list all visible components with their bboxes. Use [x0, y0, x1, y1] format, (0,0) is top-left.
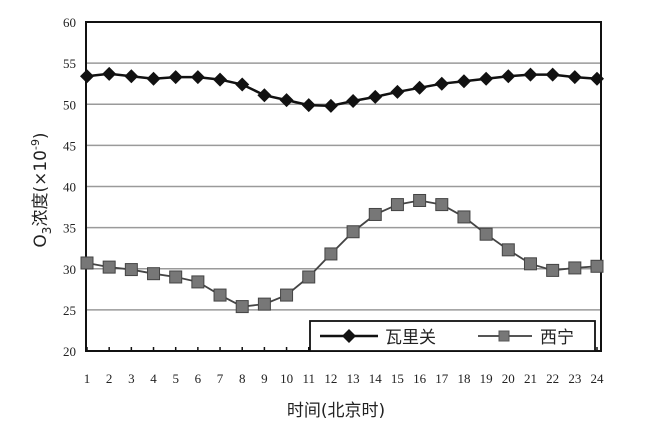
square-marker-icon	[191, 275, 205, 289]
square-marker-icon	[368, 207, 382, 221]
y-tick-label: 25	[63, 303, 76, 318]
x-tick-label: 22	[546, 371, 559, 386]
y-tick-label: 60	[63, 15, 76, 30]
x-tick-label: 7	[217, 371, 224, 386]
y-axis-label: O3浓度(×10-9)	[29, 132, 54, 247]
y-tick-label: 45	[63, 138, 76, 153]
square-marker-icon	[169, 270, 183, 284]
square-marker-icon	[479, 227, 493, 241]
legend-label-2: 西宁	[540, 328, 574, 348]
diamond-marker-icon	[501, 69, 516, 84]
legend-label-1: 瓦里关	[385, 328, 436, 348]
diamond-marker-icon	[102, 66, 117, 81]
square-marker-icon	[147, 267, 161, 281]
diamond-marker-icon	[523, 67, 538, 82]
y-tick-label: 55	[63, 56, 76, 71]
square-marker-icon	[390, 198, 404, 212]
square-marker-icon	[413, 193, 427, 207]
x-axis-label: 时间(北京时)	[287, 401, 385, 421]
y-tick-label: 20	[63, 344, 76, 359]
square-marker-icon	[346, 225, 360, 239]
x-tick-label: 14	[369, 371, 383, 386]
diamond-marker-icon	[146, 71, 161, 86]
y-tick-label: 50	[63, 97, 76, 112]
diamond-marker-icon	[567, 70, 582, 85]
square-marker-icon	[324, 247, 338, 261]
y-tick-label: 35	[63, 221, 76, 236]
x-tick-label: 19	[480, 371, 493, 386]
x-tick-label: 13	[347, 371, 360, 386]
diamond-marker-icon	[168, 70, 183, 85]
x-tick-label: 8	[239, 371, 246, 386]
square-marker-icon	[102, 260, 116, 274]
y-tick-label: 30	[63, 262, 76, 277]
y-axis-ticks: 20 25 30 35 40 45 50 55 60	[63, 15, 76, 359]
diamond-marker-icon	[545, 67, 560, 82]
series-line	[86, 72, 598, 108]
series-layer	[80, 66, 604, 314]
x-tick-label: 18	[457, 371, 470, 386]
square-marker-icon	[302, 270, 316, 284]
diamond-marker-icon	[301, 98, 316, 113]
square-marker-icon	[523, 257, 537, 271]
x-tick-label: 11	[302, 371, 315, 386]
diamond-marker-icon	[80, 69, 94, 84]
square-marker-icon	[457, 210, 471, 224]
legend-diamond-icon	[342, 329, 356, 343]
diamond-marker-icon	[434, 76, 449, 91]
x-tick-label: 16	[413, 371, 427, 386]
diamond-marker-icon	[235, 77, 250, 92]
y-tick-label: 40	[63, 180, 76, 195]
legend: 瓦里关 西宁	[309, 320, 596, 352]
diamond-marker-icon	[390, 84, 405, 99]
x-tick-label: 21	[524, 371, 537, 386]
x-tick-label: 3	[128, 371, 135, 386]
x-tick-label: 4	[150, 371, 157, 386]
x-tick-label: 9	[261, 371, 268, 386]
diamond-marker-icon	[479, 71, 494, 86]
diamond-marker-icon	[213, 72, 228, 87]
square-marker-icon	[590, 259, 604, 273]
diamond-marker-icon	[456, 74, 471, 89]
x-tick-label: 12	[324, 371, 337, 386]
x-tick-label: 15	[391, 371, 404, 386]
square-marker-icon	[213, 288, 227, 302]
square-marker-icon	[124, 263, 138, 277]
x-axis-ticks: 1 2 3 4 5 6 7 8 9 10 11 12 13 14 15 16 17 18 19 20 21 22 23 24	[84, 347, 604, 386]
diamond-marker-icon	[368, 89, 383, 104]
x-tick-label: 1	[84, 371, 91, 386]
legend-square-icon	[498, 330, 510, 342]
series-line	[86, 199, 598, 308]
gridlines	[86, 62, 601, 311]
square-marker-icon	[568, 261, 582, 275]
diamond-marker-icon	[323, 98, 338, 113]
x-tick-label: 6	[195, 371, 202, 386]
square-marker-icon	[501, 243, 515, 257]
square-marker-icon	[80, 256, 94, 270]
square-marker-icon	[546, 263, 560, 277]
square-marker-icon	[280, 288, 294, 302]
diamond-marker-icon	[257, 88, 272, 103]
square-marker-icon	[257, 297, 271, 311]
diamond-marker-icon	[124, 69, 139, 84]
diamond-marker-icon	[346, 93, 361, 108]
x-tick-label: 5	[172, 371, 179, 386]
x-tick-label: 10	[280, 371, 293, 386]
square-marker-icon	[235, 300, 249, 314]
x-tick-label: 17	[435, 371, 449, 386]
square-marker-icon	[435, 198, 449, 212]
diamond-marker-icon	[190, 70, 205, 85]
diamond-marker-icon	[590, 71, 604, 86]
x-tick-label: 20	[502, 371, 515, 386]
x-tick-label: 23	[568, 371, 581, 386]
x-tick-label: 24	[591, 371, 605, 386]
x-tick-label: 2	[106, 371, 113, 386]
diamond-marker-icon	[412, 80, 427, 95]
diamond-marker-icon	[279, 93, 294, 108]
